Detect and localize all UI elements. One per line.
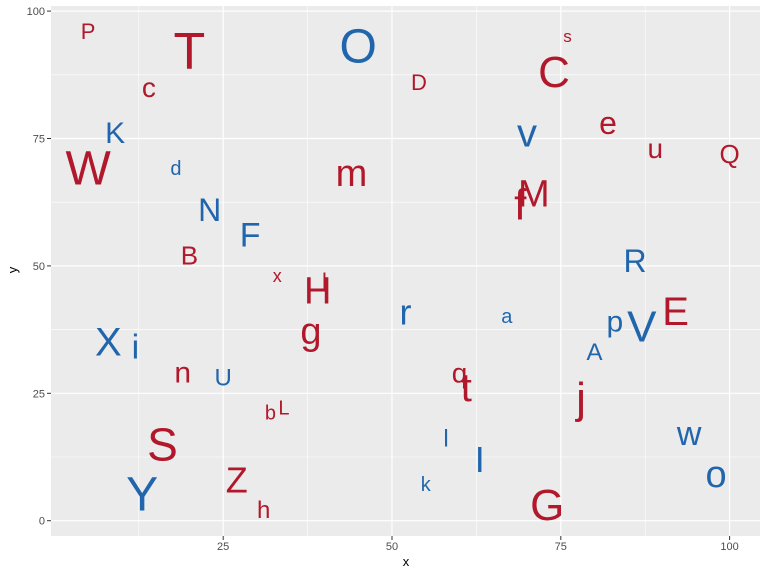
y-axis-title: y — [5, 266, 20, 273]
point-label-c: c — [142, 72, 156, 103]
point-label-f: f — [514, 180, 527, 229]
x-tick-label: 75 — [555, 541, 567, 553]
point-label-H: H — [304, 270, 331, 312]
point-label-i: i — [132, 328, 140, 366]
point-label-K: K — [105, 117, 125, 150]
point-label-D: D — [411, 70, 427, 95]
point-label-k: k — [421, 474, 432, 496]
point-label-Y: Y — [126, 469, 158, 522]
y-tick-label: 0 — [39, 516, 45, 528]
point-label-U: U — [215, 365, 232, 392]
point-label-l: l — [322, 269, 327, 294]
point-label-Q: Q — [719, 139, 739, 169]
y-tick-label: 50 — [33, 261, 45, 273]
x-tick-label: 25 — [217, 541, 229, 553]
point-label-m: m — [336, 153, 368, 195]
grid-lines — [51, 6, 760, 536]
x-axis: 25 50 75 100 — [217, 536, 739, 553]
point-label-I: I — [475, 439, 485, 480]
x-tick-label: 100 — [720, 541, 738, 553]
point-label-n: n — [174, 356, 191, 389]
point-label-R: R — [624, 243, 647, 279]
point-label-t: t — [461, 366, 472, 410]
point-label-E: E — [662, 290, 689, 334]
point-label-a: a — [501, 306, 513, 328]
y-tick-label: 75 — [33, 134, 45, 146]
point-label-g: g — [300, 311, 321, 353]
point-label-N: N — [198, 192, 221, 228]
point-label-b: b — [265, 403, 276, 425]
point-label-o: o — [706, 454, 727, 496]
point-label-e: e — [599, 105, 617, 141]
point-label-F: F — [240, 216, 261, 254]
point-label-s: s — [563, 27, 572, 46]
point-label-x: x — [273, 266, 282, 286]
y-tick-label: 25 — [33, 388, 45, 400]
point-label-L: L — [278, 398, 289, 420]
x-axis-title: x — [403, 554, 410, 569]
point-label-r: r — [400, 291, 412, 332]
point-label-W: W — [65, 143, 111, 196]
point-label-C: C — [538, 48, 570, 97]
point-label-M: M — [518, 174, 550, 216]
point-label-u: u — [648, 133, 664, 164]
point-label-A: A — [587, 339, 603, 366]
point-label-S: S — [147, 418, 178, 470]
point-label-l: l — [443, 426, 448, 453]
point-label-h: h — [257, 497, 270, 524]
plot-panel — [51, 6, 760, 536]
point-label-w: w — [676, 415, 702, 453]
point-label-O: O — [340, 20, 377, 73]
point-label-Z: Z — [226, 459, 248, 500]
point-label-G: G — [530, 481, 564, 530]
panel-background — [51, 6, 760, 536]
y-axis: 0 25 50 75 100 — [27, 6, 51, 528]
point-label-d: d — [170, 158, 181, 180]
point-label-V: V — [627, 303, 657, 352]
point-label-v: v — [517, 111, 537, 155]
point-label-X: X — [95, 320, 122, 364]
point-label-B: B — [181, 241, 198, 271]
y-tick-label: 100 — [27, 6, 45, 18]
point-label-j: j — [574, 374, 586, 423]
point-label-P: P — [81, 19, 96, 44]
point-label-q: q — [452, 357, 468, 388]
point-label-T: T — [174, 23, 206, 81]
point-label-p: p — [606, 305, 623, 338]
x-tick-label: 50 — [386, 541, 398, 553]
